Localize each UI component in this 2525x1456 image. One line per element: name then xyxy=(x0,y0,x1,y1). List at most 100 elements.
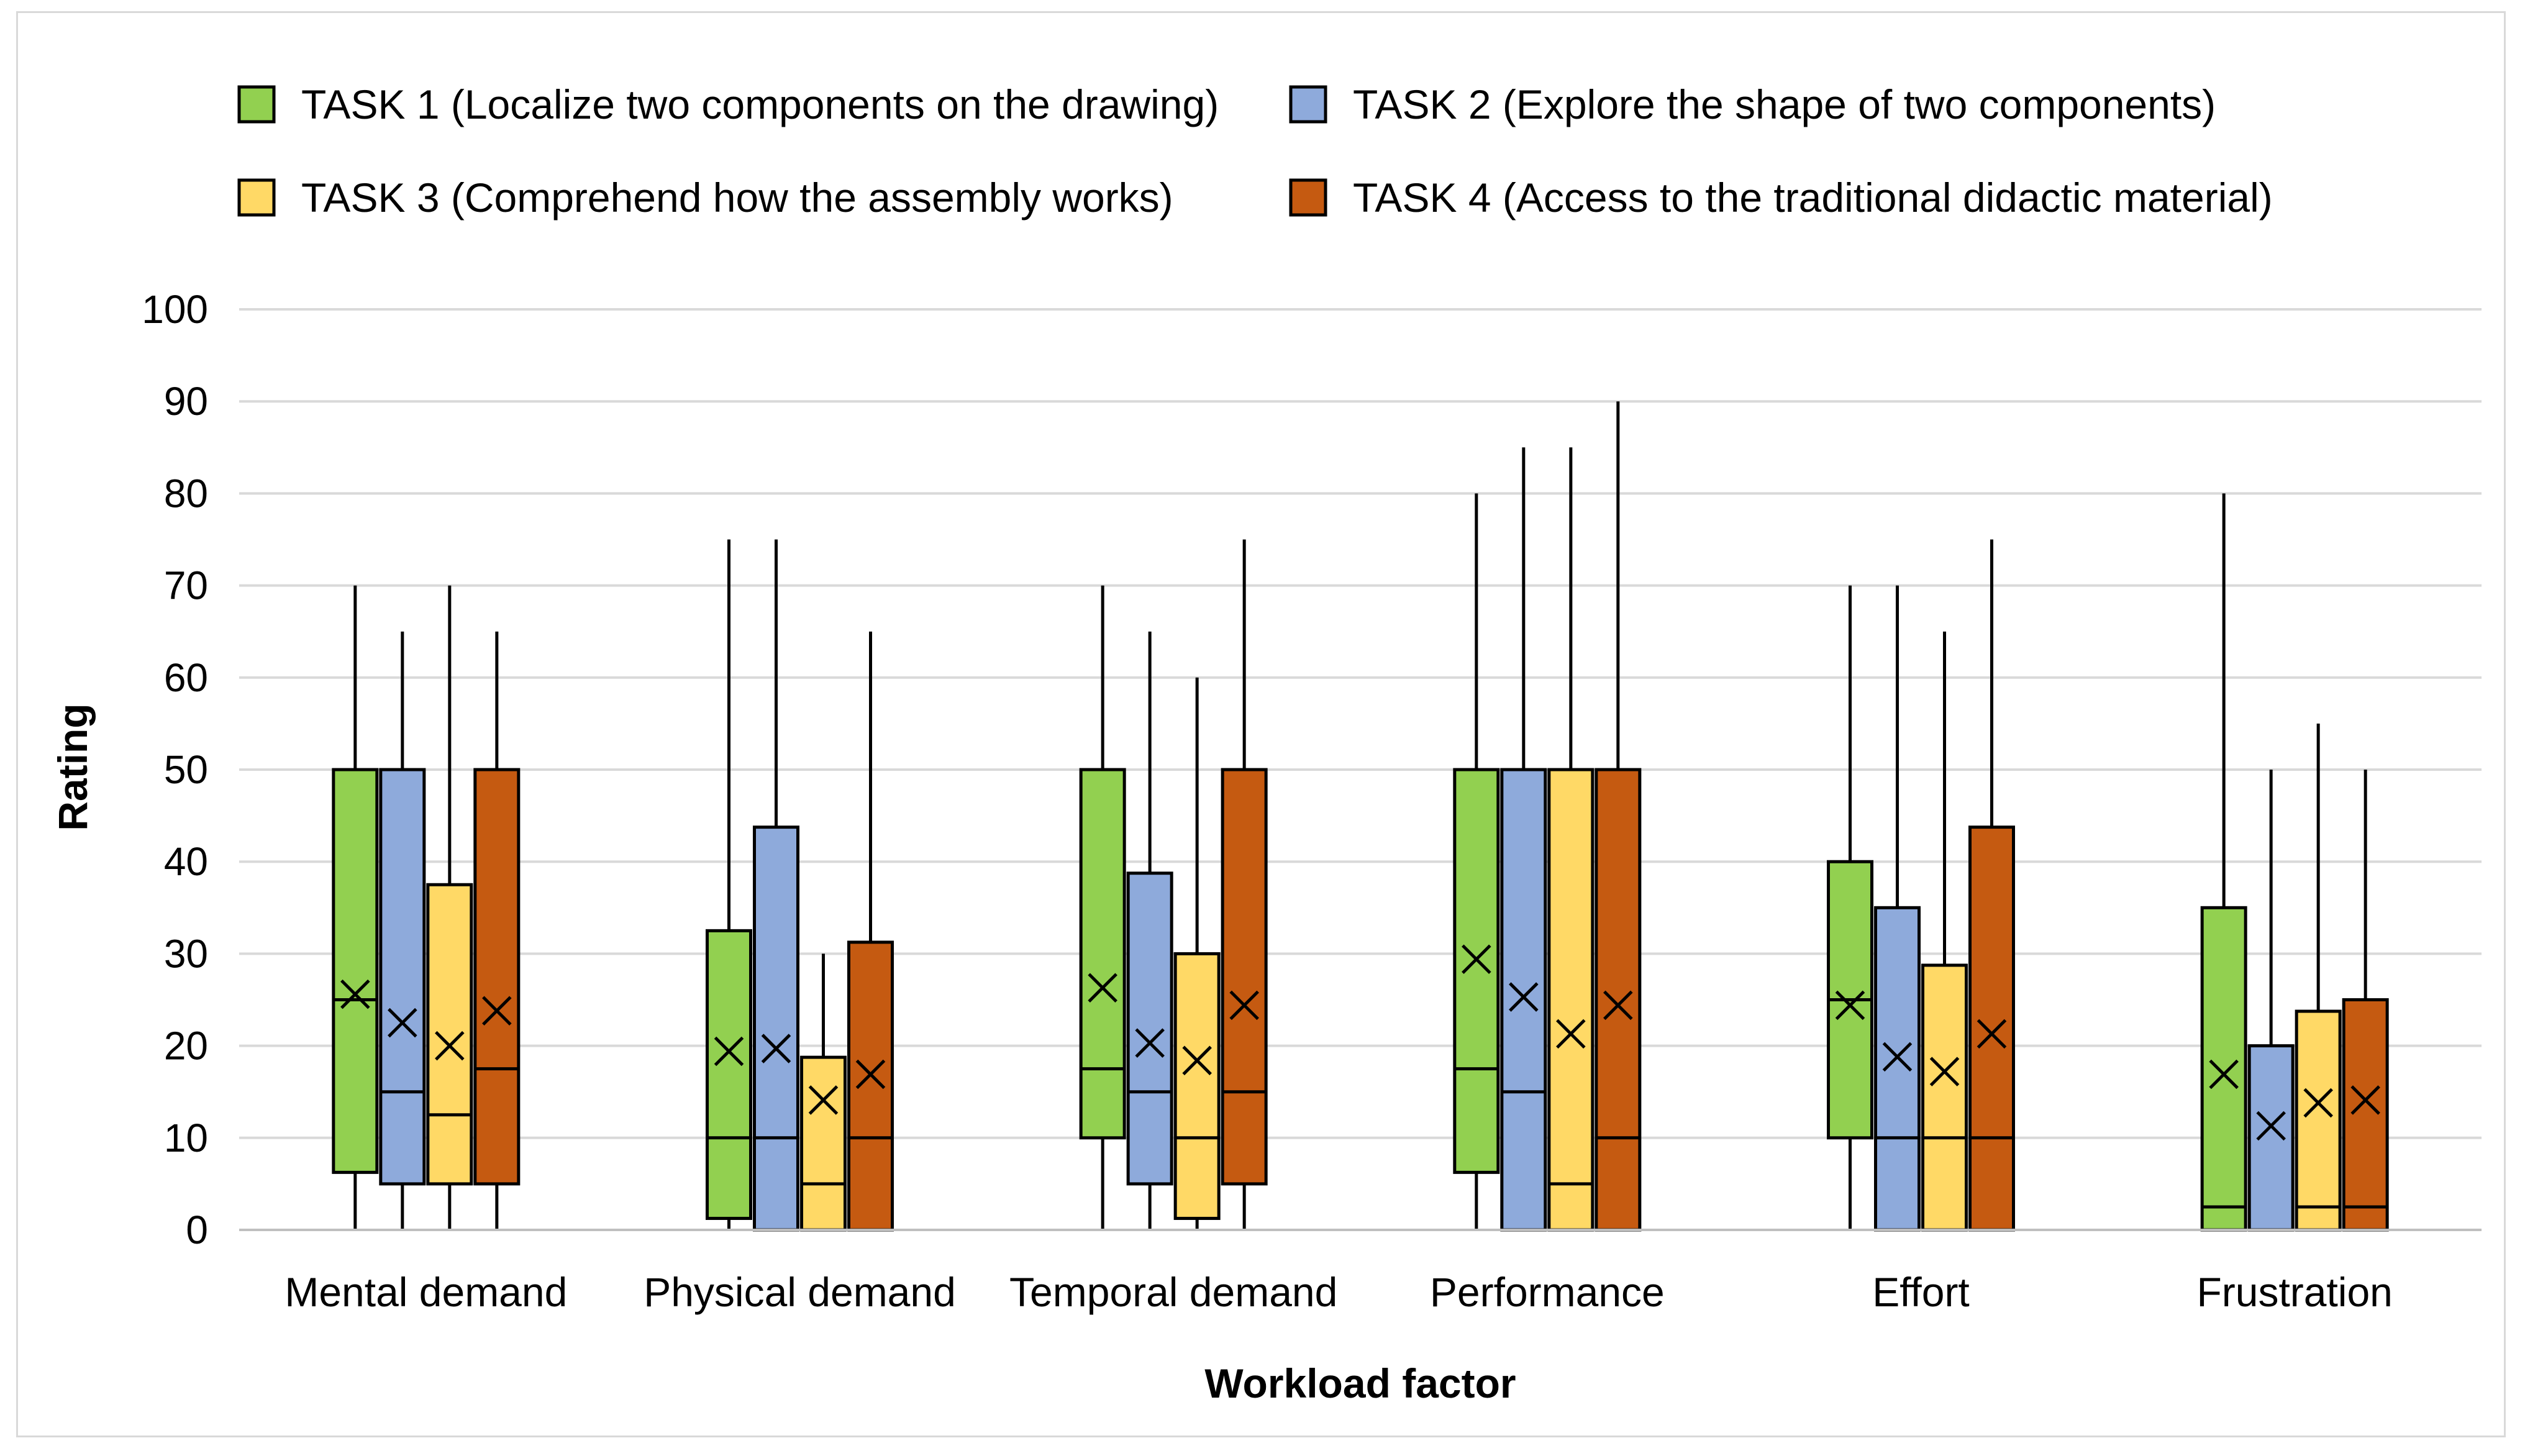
legend-label: TASK 2 (Explore the shape of two compone… xyxy=(1353,81,2216,127)
mean-marker xyxy=(1835,990,1865,1021)
gridlines xyxy=(239,308,2482,1139)
mean-marker xyxy=(1135,1028,1165,1058)
legend-item: TASK 2 (Explore the shape of two compone… xyxy=(1289,81,2216,127)
box xyxy=(753,539,799,1232)
box xyxy=(1595,401,1642,1232)
box xyxy=(1547,447,1595,1232)
box-iqr xyxy=(1500,768,1547,1232)
box-iqr xyxy=(753,826,799,1232)
box-iqr xyxy=(1453,768,1500,1174)
mean-marker-stroke xyxy=(1088,973,1117,1003)
y-axis-ticks: 0 10 20 30 40 50 60 70 80 90 100 xyxy=(142,287,208,1252)
box xyxy=(1827,585,1873,1230)
series-2 xyxy=(379,447,2295,1232)
mean-marker-stroke xyxy=(1135,1028,1165,1058)
legend-label: TASK 3 (Comprehend how the assembly work… xyxy=(301,175,1173,221)
mean-marker-stroke xyxy=(1977,1019,2007,1049)
mean-marker xyxy=(388,1008,417,1038)
y-tick-label: 90 xyxy=(164,379,208,424)
y-tick-label: 50 xyxy=(164,747,208,792)
legend-swatch xyxy=(1289,178,1327,217)
mean-marker xyxy=(435,1031,465,1061)
box xyxy=(2295,723,2342,1232)
x-category-label: Effort xyxy=(1872,1269,1970,1315)
box xyxy=(1221,539,1268,1230)
x-category-label: Performance xyxy=(1430,1269,1665,1315)
mean-marker xyxy=(2209,1059,2239,1090)
mean-marker xyxy=(1929,1057,1960,1086)
mean-marker-stroke xyxy=(2350,1085,2380,1115)
y-tick-label: 10 xyxy=(164,1116,208,1160)
y-tick-label: 80 xyxy=(164,471,208,516)
mean-marker xyxy=(340,979,370,1009)
box xyxy=(1874,585,1921,1232)
mean-marker-stroke xyxy=(2303,1088,2333,1118)
mean-marker-stroke xyxy=(855,1059,886,1090)
box xyxy=(1968,539,2015,1232)
mean-marker-stroke xyxy=(761,1034,791,1063)
box-iqr xyxy=(1968,826,2015,1232)
box-iqr xyxy=(706,929,752,1220)
mean-marker-stroke xyxy=(1882,1042,1913,1072)
mean-marker xyxy=(2303,1088,2333,1118)
box-iqr xyxy=(332,768,379,1174)
legend-label: TASK 1 (Localize two components on the d… xyxy=(301,81,1219,127)
box xyxy=(2200,493,2247,1232)
mean-marker-stroke xyxy=(435,1031,465,1061)
box-iqr xyxy=(1126,871,1173,1186)
mean-marker xyxy=(1882,1042,1913,1072)
y-axis-title: Rating xyxy=(50,703,96,830)
box xyxy=(379,631,426,1230)
mean-marker-stroke xyxy=(482,996,512,1026)
box xyxy=(426,585,473,1230)
mean-marker-stroke xyxy=(1182,1045,1212,1076)
box xyxy=(2342,770,2389,1232)
mean-marker-stroke xyxy=(1603,990,1633,1021)
mean-marker xyxy=(761,1034,791,1063)
mean-marker xyxy=(1977,1019,2007,1049)
mean-marker-stroke xyxy=(388,1008,417,1038)
box xyxy=(1079,585,1126,1230)
box-iqr xyxy=(1221,768,1268,1186)
box-iqr xyxy=(847,940,894,1232)
x-axis-categories: Mental demand Physical demand Temporal dem… xyxy=(284,1269,2393,1315)
y-tick-label: 40 xyxy=(164,839,208,884)
y-tick-label: 20 xyxy=(164,1024,208,1068)
box-iqr xyxy=(1173,952,1221,1220)
mean-marker-stroke xyxy=(1556,1019,1586,1049)
box-iqr xyxy=(1595,768,1642,1232)
mean-marker-stroke xyxy=(714,1036,744,1067)
mean-marker xyxy=(1603,990,1633,1021)
legend-item: TASK 4 (Access to the traditional didact… xyxy=(1289,175,2273,221)
legend-swatch xyxy=(1289,85,1327,124)
y-tick-label: 60 xyxy=(164,655,208,700)
legend-label: TASK 4 (Access to the traditional didact… xyxy=(1353,175,2273,221)
mean-marker xyxy=(2350,1085,2380,1115)
mean-marker-stroke xyxy=(1835,990,1865,1021)
box-iqr xyxy=(2295,1009,2342,1232)
mean-marker-stroke xyxy=(340,979,370,1009)
series-3 xyxy=(426,447,2342,1232)
series-4 xyxy=(473,401,2389,1232)
series-1 xyxy=(332,493,2247,1232)
mean-marker xyxy=(808,1085,839,1115)
box xyxy=(1921,631,1968,1232)
box-iqr xyxy=(2342,998,2389,1232)
legend-swatch xyxy=(237,85,276,124)
box xyxy=(1173,677,1221,1230)
box xyxy=(847,631,894,1232)
box-iqr xyxy=(379,768,426,1186)
mean-marker xyxy=(1556,1019,1586,1049)
mean-marker xyxy=(714,1036,744,1067)
mean-marker xyxy=(482,996,512,1026)
box-iqr xyxy=(1079,768,1126,1140)
y-tick-label: 0 xyxy=(186,1208,208,1252)
box xyxy=(473,631,521,1230)
mean-marker xyxy=(855,1059,886,1090)
box xyxy=(1500,447,1547,1232)
mean-marker-stroke xyxy=(1929,1057,1960,1086)
x-category-label: Mental demand xyxy=(284,1269,567,1315)
mean-marker xyxy=(1509,982,1539,1012)
mean-marker xyxy=(2256,1111,2286,1141)
